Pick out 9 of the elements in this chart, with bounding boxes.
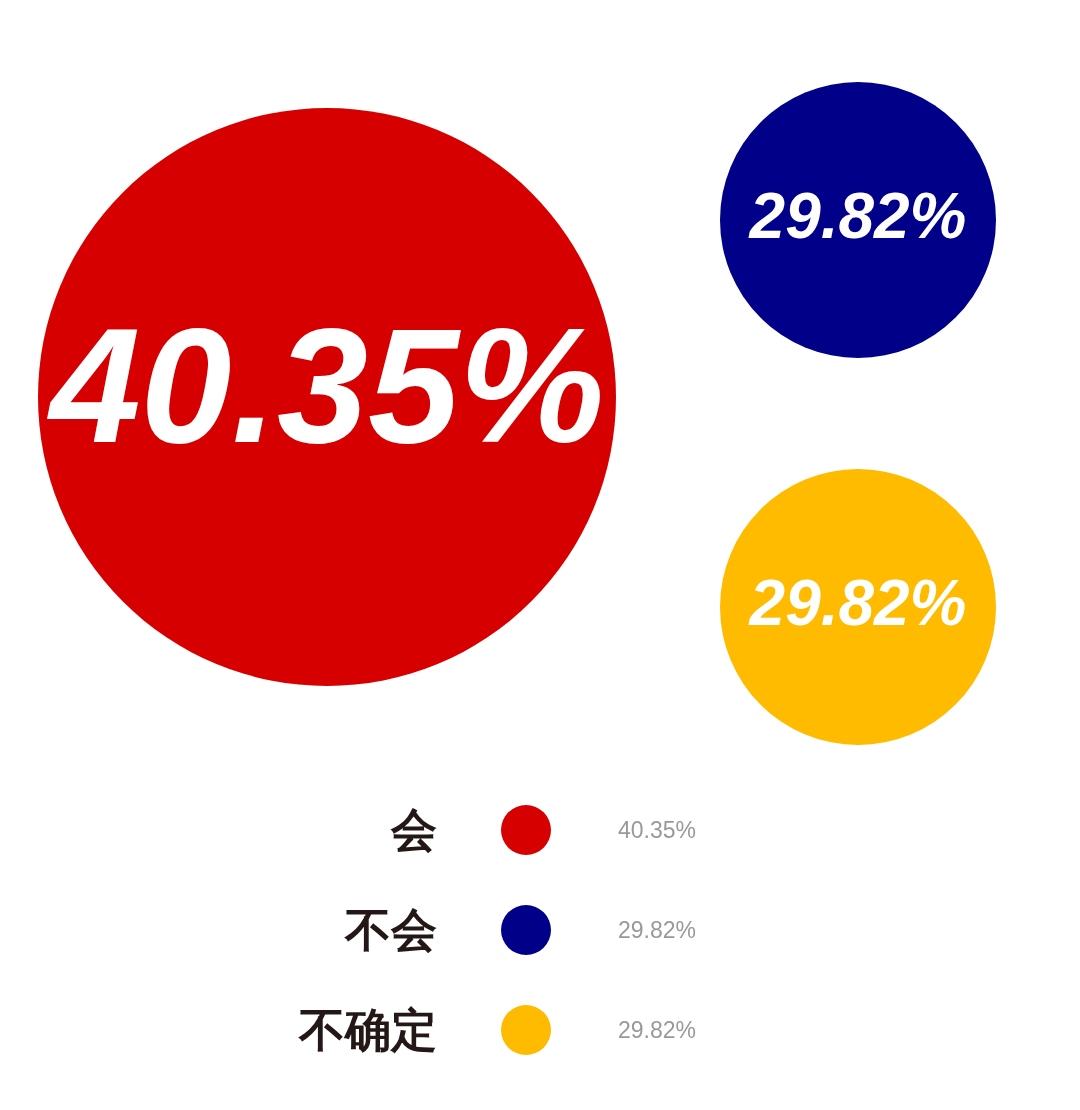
data-label: 40.35% xyxy=(618,816,697,844)
text: 29.82% xyxy=(749,566,967,639)
category-label: 不确定 xyxy=(297,1002,437,1058)
text: 40.35% xyxy=(49,294,605,478)
data-label: 29.82% xyxy=(618,1016,697,1044)
category-label: 不会 xyxy=(343,902,437,958)
text: 29.82% xyxy=(749,179,967,252)
category-label: 会 xyxy=(389,802,437,858)
data-label: 29.82% xyxy=(618,916,697,944)
